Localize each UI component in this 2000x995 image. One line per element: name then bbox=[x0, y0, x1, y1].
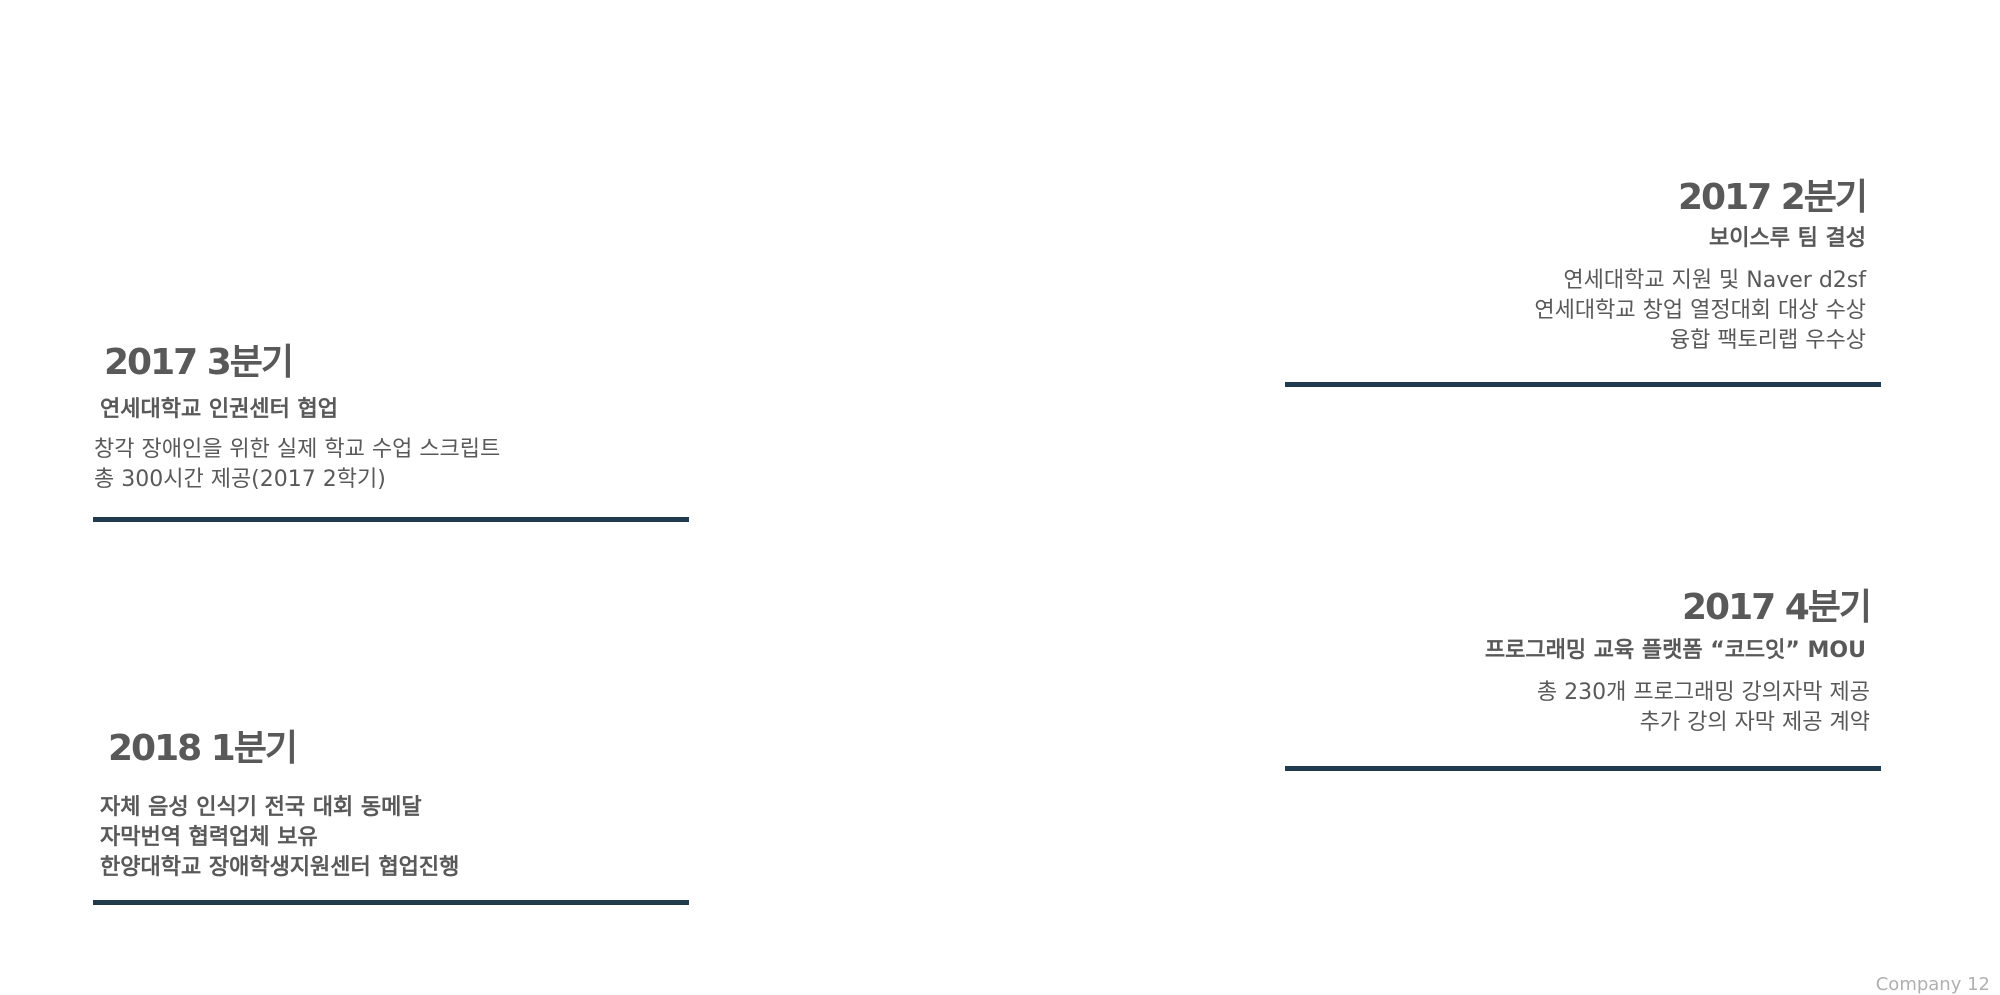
timeline-entry-2017-q4: 2017 4분기 프로그래밍 교육 플랫폼 “코드잇” MOU 총 230개 프… bbox=[1274, 586, 1870, 738]
entry-detail-line: 자체 음성 인식기 전국 대회 동메달 bbox=[94, 793, 690, 823]
entry-detail-line: 자막번역 협력업체 보유 bbox=[94, 823, 690, 853]
entry-detail-line: 한양대학교 장애학생지원센터 협업진행 bbox=[94, 853, 690, 883]
entry-detail-line: 추가 강의 자막 제공 계약 bbox=[1274, 708, 1870, 738]
entry-headline: 보이스루 팀 결성 bbox=[1270, 224, 1866, 254]
entry-detail-line: 창각 장애인을 위한 실제 학교 수업 스크립트 bbox=[94, 435, 690, 465]
divider-rule bbox=[93, 517, 689, 522]
quarter-title: 2017 3분기 bbox=[94, 341, 690, 385]
quarter-title: 2017 2분기 bbox=[1270, 176, 1866, 220]
footer-page-label: Company 12 bbox=[1876, 975, 1990, 995]
quarter-title: 2018 1분기 bbox=[94, 727, 690, 771]
divider-rule bbox=[1285, 382, 1881, 387]
timeline-entry-2017-q3: 2017 3분기 연세대학교 인권센터 협업 창각 장애인을 위한 실제 학교 … bbox=[94, 341, 690, 495]
entry-detail-line: 총 300시간 제공(2017 2학기) bbox=[94, 465, 690, 495]
entry-detail-line: 총 230개 프로그래밍 강의자막 제공 bbox=[1274, 678, 1870, 708]
divider-rule bbox=[1285, 766, 1881, 771]
entry-headline: 프로그래밍 교육 플랫폼 “코드잇” MOU bbox=[1274, 636, 1870, 666]
quarter-title: 2017 4분기 bbox=[1274, 586, 1870, 630]
timeline-entry-2017-q2: 2017 2분기 보이스루 팀 결성 연세대학교 지원 및 Naver d2sf… bbox=[1270, 176, 1866, 356]
entry-detail-line: 연세대학교 창업 열정대회 대상 수상 bbox=[1270, 296, 1866, 326]
entry-detail-line: 연세대학교 지원 및 Naver d2sf bbox=[1270, 266, 1866, 296]
divider-rule bbox=[93, 900, 689, 905]
entry-detail-line: 융합 팩토리랩 우수상 bbox=[1270, 326, 1866, 356]
entry-headline: 연세대학교 인권센터 협업 bbox=[94, 395, 690, 425]
timeline-entry-2018-q1: 2018 1분기 자체 음성 인식기 전국 대회 동메달 자막번역 협력업체 보… bbox=[94, 727, 690, 883]
